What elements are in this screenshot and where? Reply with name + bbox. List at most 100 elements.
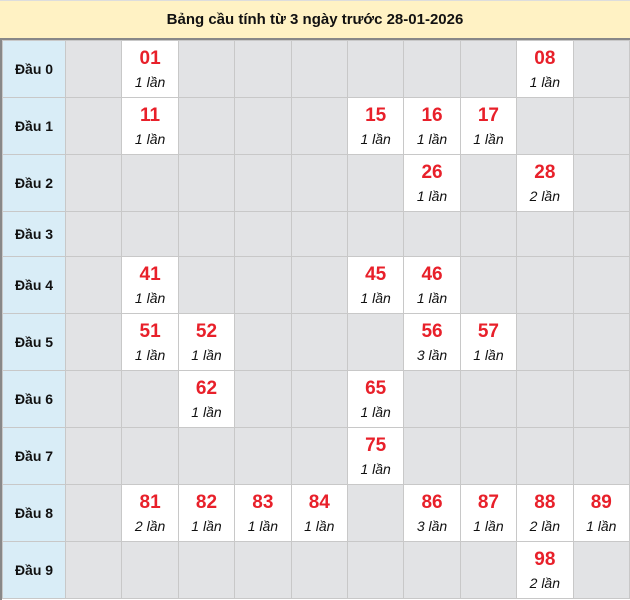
table-row: Đầu 5 51 1 lần 52 1 lần 56 3 lần 57 1 lần (2, 313, 630, 371)
empty-cell (64, 484, 123, 542)
empty-cell (177, 154, 236, 212)
number-value: 65 (365, 377, 387, 399)
table-row: Đầu 8 81 2 lần 82 1 lần 83 1 lần 84 1 lần 86 3 lần… (2, 484, 630, 542)
number-value: 86 (421, 491, 443, 513)
empty-cell (64, 427, 123, 485)
empty-cell (290, 40, 348, 98)
count-value: 1 lần (473, 346, 504, 363)
number-cell: 46 1 lần (403, 256, 461, 314)
empty-cell (346, 313, 405, 371)
count-value: 2 lần (529, 187, 560, 204)
number-cell: 83 1 lần (234, 484, 292, 542)
empty-cell (234, 313, 292, 371)
number-value: 88 (534, 491, 556, 513)
empty-cell (572, 427, 630, 485)
empty-cell (177, 211, 236, 257)
count-value: 1 lần (473, 517, 504, 534)
number-cell: 11 1 lần (121, 97, 179, 155)
empty-cell (516, 256, 574, 314)
number-value: 81 (139, 491, 161, 513)
empty-cell (459, 427, 518, 485)
empty-cell (234, 256, 292, 314)
empty-cell (64, 313, 123, 371)
empty-cell (572, 256, 630, 314)
count-value: 1 lần (416, 130, 448, 147)
number-value: 08 (534, 47, 556, 69)
count-value: 1 lần (134, 73, 166, 90)
empty-cell (290, 256, 348, 314)
empty-cell (572, 154, 630, 212)
count-value: 2 lần (529, 574, 560, 591)
number-cell: 16 1 lần (403, 97, 461, 155)
number-value: 89 (590, 491, 612, 513)
count-value: 1 lần (134, 346, 166, 363)
empty-cell (177, 541, 236, 599)
row-header: Đầu 7 (2, 427, 66, 485)
count-value: 1 lần (360, 289, 391, 306)
number-value: 16 (421, 104, 443, 126)
number-value: 57 (477, 320, 499, 342)
table-title: Bảng cầu tính từ 3 ngày trước 28-01-2026 (0, 0, 630, 38)
empty-cell (290, 97, 348, 155)
number-value: 45 (365, 263, 387, 285)
number-cell: 82 1 lần (177, 484, 236, 542)
number-cell: 87 1 lần (459, 484, 518, 542)
number-value: 15 (365, 104, 387, 126)
table-row: Đầu 9 98 2 lần (2, 541, 630, 599)
empty-cell (572, 370, 630, 428)
row-header: Đầu 2 (2, 154, 66, 212)
empty-cell (516, 97, 574, 155)
number-value: 01 (139, 47, 161, 69)
table-row: Đầu 1 11 1 lần 15 1 lần 16 1 lần 17 1 lần (2, 97, 630, 155)
number-cell: 41 1 lần (121, 256, 179, 314)
count-value: 1 lần (360, 460, 391, 477)
table-row: Đầu 2 26 1 lần 28 2 lần (2, 154, 630, 212)
empty-cell (234, 427, 292, 485)
empty-cell (177, 256, 236, 314)
empty-cell (290, 541, 348, 599)
number-cell: 57 1 lần (459, 313, 518, 371)
empty-cell (572, 97, 630, 155)
empty-cell (234, 541, 292, 599)
empty-cell (290, 427, 348, 485)
number-value: 83 (252, 491, 274, 513)
empty-cell (177, 40, 236, 98)
number-value: 51 (139, 320, 161, 342)
empty-cell (290, 313, 348, 371)
number-cell: 56 3 lần (403, 313, 461, 371)
empty-cell (234, 97, 292, 155)
number-value: 46 (421, 263, 443, 285)
number-cell: 65 1 lần (346, 370, 405, 428)
number-cell: 75 1 lần (346, 427, 405, 485)
number-cell: 01 1 lần (121, 40, 179, 98)
empty-cell (121, 370, 179, 428)
empty-cell (234, 40, 292, 98)
empty-cell (64, 211, 123, 257)
empty-cell (64, 154, 123, 212)
table-row: Đầu 7 75 1 lần (2, 427, 630, 485)
empty-cell (346, 154, 405, 212)
count-value: 2 lần (529, 517, 560, 534)
empty-cell (234, 154, 292, 212)
row-header: Đầu 6 (2, 370, 66, 428)
row-header: Đầu 9 (2, 541, 66, 599)
number-cell: 84 1 lần (290, 484, 348, 542)
count-value: 1 lần (247, 517, 279, 534)
count-value: 1 lần (191, 517, 222, 534)
empty-cell (346, 211, 405, 257)
row-header: Đầu 1 (2, 97, 66, 155)
number-value: 75 (365, 434, 387, 456)
empty-cell (516, 313, 574, 371)
empty-cell (516, 211, 574, 257)
count-value: 1 lần (586, 517, 617, 534)
number-cell: 08 1 lần (516, 40, 574, 98)
empty-cell (459, 256, 518, 314)
number-cell: 26 1 lần (403, 154, 461, 212)
table-row: Đầu 3 (2, 211, 630, 257)
count-value: 1 lần (416, 187, 448, 204)
empty-cell (121, 211, 179, 257)
empty-cell (64, 97, 123, 155)
number-cell: 51 1 lần (121, 313, 179, 371)
row-header: Đầu 3 (2, 211, 66, 257)
empty-cell (177, 427, 236, 485)
